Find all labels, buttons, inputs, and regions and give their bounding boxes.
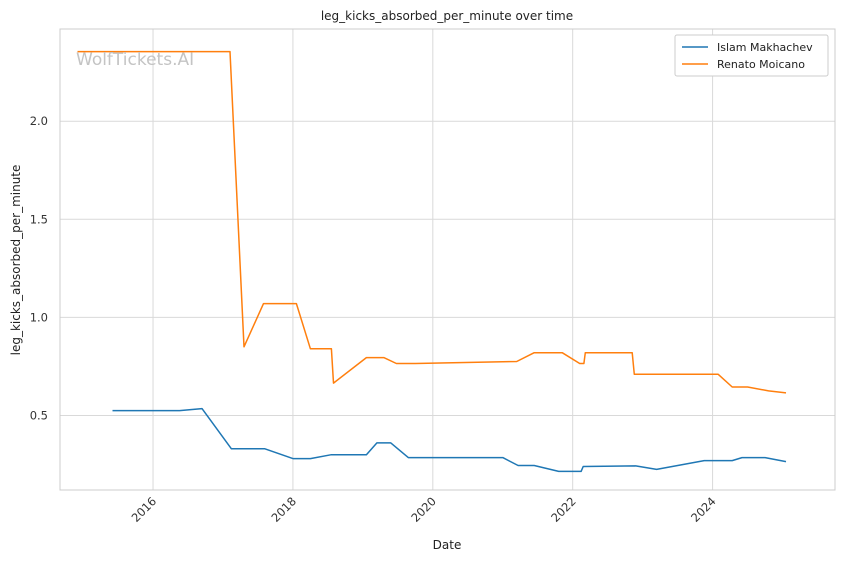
chart-title: leg_kicks_absorbed_per_minute over time [321,9,573,23]
x-axis-label: Date [433,538,462,552]
x-tick-label: 2022 [548,494,579,525]
series-line-renato-moicano [77,50,787,394]
series-line-islam-makhachev [112,407,787,473]
y-axis-label: leg_kicks_absorbed_per_minute [9,165,23,356]
y-tick-label: 1.0 [30,310,48,324]
x-tick-label: 2018 [268,494,299,525]
watermark-text: WolfTickets.AI [76,50,194,70]
plot-background [60,29,835,490]
legend-label-renato-moicano: Renato Moicano [717,58,805,71]
y-tick-label: 2.0 [30,114,48,128]
legend: Islam Makhachev Renato Moicano [674,34,829,77]
x-tick-label: 2020 [408,494,439,525]
series-layer [77,50,787,473]
x-tick-label: 2024 [688,494,719,525]
legend-box [674,34,829,77]
grid [60,29,835,490]
y-tick-label: 1.5 [30,212,48,226]
x-tick-label: 2016 [129,494,160,525]
y-tick-label: 0.5 [30,408,48,422]
legend-label-islam-makhachev: Islam Makhachev [717,41,813,54]
plot-frame [59,28,836,491]
